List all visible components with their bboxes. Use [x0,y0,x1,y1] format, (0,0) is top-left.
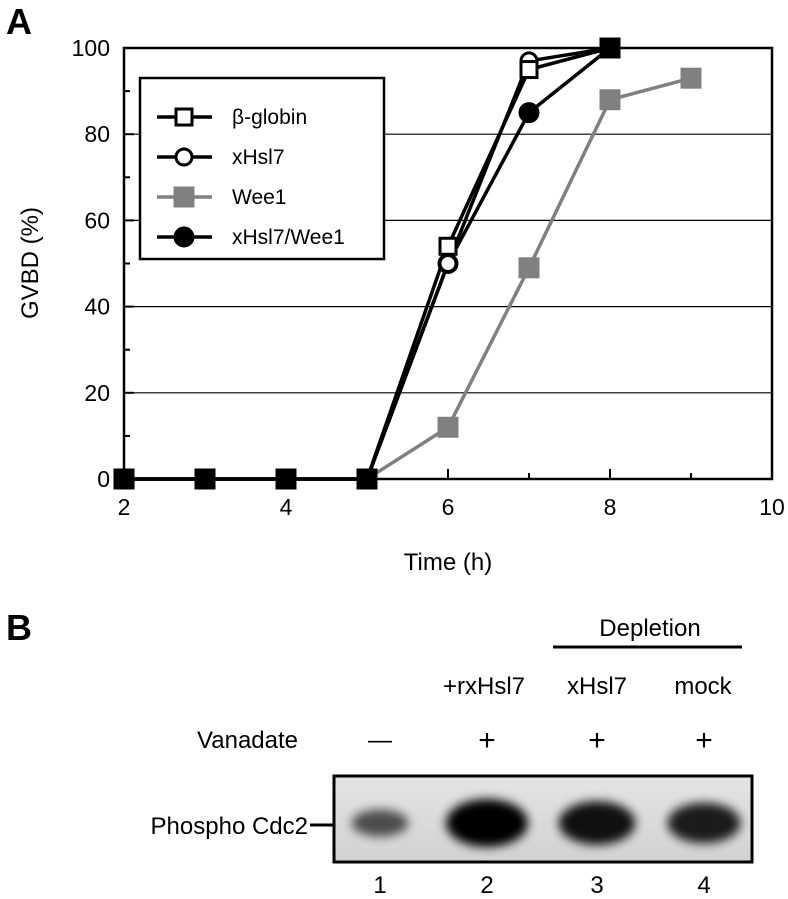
legend-entries: β-globin xHsl7 Wee1 xHsl7/Wee1 [157,106,345,249]
point-s3-5 [518,102,540,124]
series-layer [113,37,702,490]
band-lane-1 [351,809,409,837]
y-axis-title: GVBD (%) [17,207,44,319]
x-axis-ticks: 2 4 6 8 10 [118,469,785,520]
vanadate-mark-4: + [695,724,713,757]
x-tick-label-2: 2 [118,494,131,520]
band-lane-4 [667,802,741,844]
legend-entry-2: Wee1 [157,186,286,209]
legend-entry-1: xHsl7 [157,146,285,169]
point-s2-7 [680,67,702,89]
legend: β-globin xHsl7 Wee1 xHsl7/Wee1 [138,76,386,261]
y-tick-label-0: 0 [97,466,110,492]
depletion-header: Depletion [599,615,700,642]
vanadate-mark-3: + [588,724,606,757]
x-tick-label-4: 4 [280,494,293,520]
x-axis-title: Time (h) [404,549,492,576]
vanadate-mark-1: — [368,727,392,754]
lane-number-1: 1 [373,872,386,899]
lane-number-3: 3 [590,872,603,899]
y-tick-label-60: 60 [84,207,110,233]
y-tick-label-80: 80 [84,121,110,147]
y-tick-label-20: 20 [84,380,110,406]
lane-header-2: +rxHsl7 [443,673,525,700]
legend-marker-2 [173,186,195,208]
band-lane-3 [558,801,636,845]
point-s0-0 [113,468,135,490]
y-axis-ticks: 0 20 40 60 80 100 [72,35,134,492]
point-s2-6 [599,89,621,111]
legend-marker-0 [174,107,194,127]
x-tick-label-8: 8 [604,494,617,520]
point-s0-3 [356,468,378,490]
lane-numbers: 1 2 3 4 [373,872,710,899]
blot-bands [351,799,741,847]
y-tick-label-100: 100 [72,35,110,61]
legend-marker-1 [174,147,194,167]
band-label: Phospho Cdc2 [151,813,308,840]
lane-header-4: mock [674,673,732,700]
band-lane-2 [446,799,528,847]
legend-label-3: xHsl7/Wee1 [232,226,345,249]
legend-entry-3: xHsl7/Wee1 [157,226,345,249]
point-converge-8-100 [599,37,621,59]
lane-header-3: xHsl7 [567,673,627,700]
point-s0-4 [438,236,458,256]
point-s0-2 [275,468,297,490]
x-tick-label-6: 6 [442,494,455,520]
legend-label-1: xHsl7 [232,146,285,169]
vanadate-mark-2: + [478,724,496,757]
point-s2-5 [518,257,540,279]
legend-label-2: Wee1 [232,186,286,209]
western-blot [332,774,754,864]
panel-b-label: B [6,607,32,648]
point-s0-1 [194,468,216,490]
panel-a-label: A [6,1,32,42]
lane-number-4: 4 [697,872,710,899]
lane-number-2: 2 [480,872,493,899]
point-s1-4 [438,254,458,273]
legend-marker-3 [173,226,195,248]
legend-label-0: β-globin [232,106,307,129]
vanadate-label: Vanadate [197,727,298,754]
legend-entry-0: β-globin [157,106,307,129]
point-s2-4 [437,416,459,438]
point-s0-5 [519,60,539,80]
x-tick-label-10: 10 [759,494,785,520]
y-tick-label-40: 40 [84,294,110,320]
